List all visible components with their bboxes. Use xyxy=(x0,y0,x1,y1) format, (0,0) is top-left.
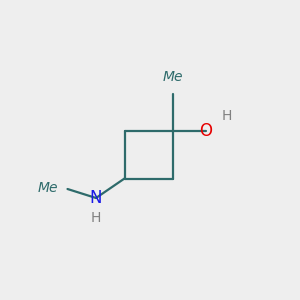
Text: N: N xyxy=(90,189,102,207)
Text: Me: Me xyxy=(38,181,58,194)
Text: H: H xyxy=(221,109,232,122)
Text: O: O xyxy=(199,122,212,140)
Text: H: H xyxy=(91,211,101,224)
Text: Me: Me xyxy=(162,70,183,84)
